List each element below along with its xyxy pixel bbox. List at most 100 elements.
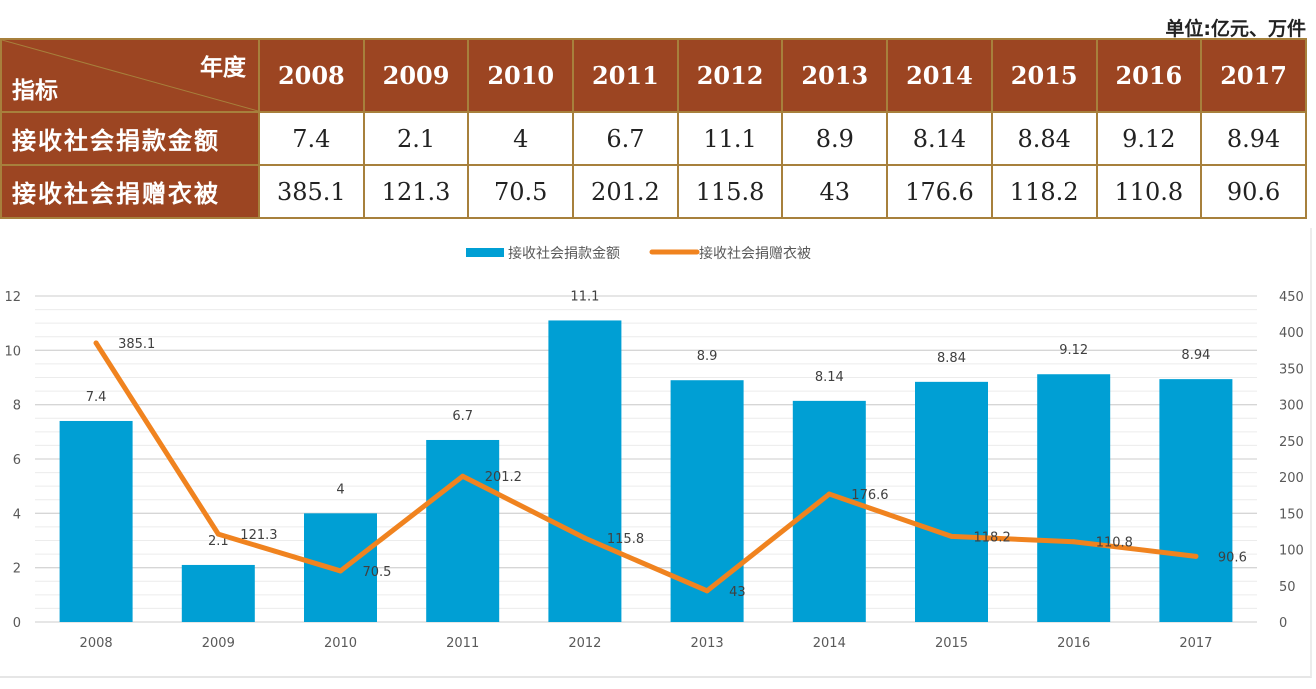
left-axis-tick-label: 10 [4, 344, 21, 359]
line-point [582, 535, 588, 541]
line-point [215, 531, 221, 537]
right-axis-tick-label: 150 [1279, 507, 1304, 522]
line-data-label: 115.8 [607, 532, 644, 547]
right-axis-tick-label: 300 [1279, 399, 1304, 414]
line-point [93, 340, 99, 346]
right-axis-tick-label: 0 [1279, 616, 1287, 631]
corner-diagonal [2, 40, 258, 111]
bar-data-label: 11.1 [570, 289, 599, 304]
legend-label: 接收社会捐赠衣被 [699, 245, 811, 262]
row-label: 接收社会捐赠衣被 [0, 164, 260, 219]
year-header: 2012 [676, 38, 784, 113]
table-cell: 8.94 [1200, 111, 1307, 166]
line-data-label: 43 [729, 585, 746, 600]
row-label: 接收社会捐款金额 [0, 111, 260, 166]
line-point [338, 568, 343, 574]
legend-bar-swatch [466, 248, 504, 257]
unit-label: 单位:亿元、万件 [1165, 18, 1306, 40]
bar-donation-amount [915, 381, 988, 622]
line-data-label: 110.8 [1096, 536, 1133, 551]
bar-donation-amount [1159, 379, 1233, 622]
line-data-label: 201.2 [485, 470, 522, 485]
bar-donation-amount [304, 513, 377, 622]
year-header: 2011 [572, 38, 679, 113]
left-axis-tick-label: 0 [13, 616, 21, 631]
table-cell: 385.1 [258, 164, 365, 219]
line-point [1193, 553, 1199, 559]
line-point [704, 588, 710, 594]
year-header: 2017 [1200, 38, 1307, 113]
x-axis-tick-label: 2010 [324, 636, 357, 651]
table-cell: 8.9 [781, 111, 889, 166]
year-header: 2013 [781, 38, 889, 113]
table-cell: 110.8 [1095, 164, 1203, 219]
table-cell: 176.6 [886, 164, 993, 219]
right-axis-tick-label: 200 [1279, 471, 1304, 486]
right-axis-tick-label: 100 [1279, 544, 1304, 559]
year-header: 2016 [1095, 38, 1203, 113]
x-axis-tick-label: 2015 [935, 636, 968, 651]
bar-donation-amount [1037, 374, 1111, 622]
table-cell: 8.14 [886, 111, 993, 166]
x-axis-tick-label: 2009 [202, 636, 235, 651]
table-corner-cell: 年度 指标 [0, 38, 260, 113]
year-header: 2014 [886, 38, 993, 113]
right-axis-tick-label: 350 [1279, 362, 1304, 377]
table-cell: 43 [781, 164, 889, 219]
line-data-label: 118.2 [974, 530, 1011, 545]
bar-data-label: 8.9 [697, 349, 718, 364]
x-axis-tick-label: 2011 [446, 636, 479, 651]
line-data-label: 385.1 [118, 337, 155, 352]
table-cell: 9.12 [1095, 111, 1203, 166]
bar-donation-amount [548, 320, 622, 622]
table-cell: 7.4 [258, 111, 365, 166]
data-table: 年度 指标 2008 2009 2010 2011 2012 2013 2014… [0, 38, 1307, 219]
table-row-clothing: 接收社会捐赠衣被 385.1 121.3 70.5 201.2 115.8 43… [0, 164, 1307, 219]
table-cell: 2.1 [362, 111, 470, 166]
line-point [949, 533, 954, 539]
table-cell: 70.5 [467, 164, 575, 219]
bar-donation-amount [181, 564, 255, 622]
bar-donation-amount [426, 439, 500, 622]
line-point [460, 473, 466, 479]
bar-data-label: 8.94 [1181, 348, 1210, 363]
table-cell: 115.8 [676, 164, 784, 219]
year-header: 2015 [990, 38, 1098, 113]
year-header: 2010 [467, 38, 575, 113]
x-axis-tick-label: 2008 [80, 636, 113, 651]
x-axis-tick-label: 2017 [1179, 636, 1212, 651]
table-cell: 4 [467, 111, 575, 166]
line-point [826, 491, 832, 497]
left-axis-tick-label: 4 [13, 507, 21, 522]
bar-data-label: 6.7 [452, 409, 473, 424]
bar-donation-amount [59, 420, 133, 622]
year-header: 2008 [258, 38, 365, 113]
right-axis-tick-label: 400 [1279, 326, 1304, 341]
bar-data-label: 8.14 [815, 370, 844, 385]
table-cell: 6.7 [572, 111, 679, 166]
table-cell: 11.1 [676, 111, 784, 166]
left-axis-tick-label: 8 [13, 399, 21, 414]
table-cell: 118.2 [990, 164, 1098, 219]
right-axis-tick-label: 450 [1279, 290, 1304, 305]
line-data-label: 70.5 [363, 565, 392, 580]
table-row-donation-amount: 接收社会捐款金额 7.4 2.1 4 6.7 11.1 8.9 8.14 8.8… [0, 111, 1307, 166]
year-header: 2009 [362, 38, 470, 113]
table-cell: 8.84 [990, 111, 1098, 166]
bar-data-label: 8.84 [937, 351, 966, 366]
line-data-label: 90.6 [1218, 550, 1247, 565]
combo-chart: 0 2 4 6 8 10 12 0 50 100 150 200 250 300 350 400 450 7.4 2… [4, 245, 1304, 651]
x-axis-tick-label: 2016 [1057, 636, 1090, 651]
x-axis-tick-label: 2012 [568, 636, 601, 651]
right-axis-tick-label: 250 [1279, 435, 1304, 450]
table-cell: 121.3 [362, 164, 470, 219]
table-header-row: 年度 指标 2008 2009 2010 2011 2012 2013 2014… [0, 38, 1307, 113]
corner-indicator-label: 指标 [12, 77, 58, 104]
line-data-label: 176.6 [851, 488, 888, 503]
x-axis-tick-label: 2014 [813, 636, 846, 651]
left-axis-tick-label: 2 [13, 562, 21, 577]
bar-data-label: 7.4 [86, 390, 107, 405]
bar-data-label: 9.12 [1059, 343, 1088, 358]
table-cell: 90.6 [1200, 164, 1307, 219]
table-cell: 201.2 [572, 164, 679, 219]
